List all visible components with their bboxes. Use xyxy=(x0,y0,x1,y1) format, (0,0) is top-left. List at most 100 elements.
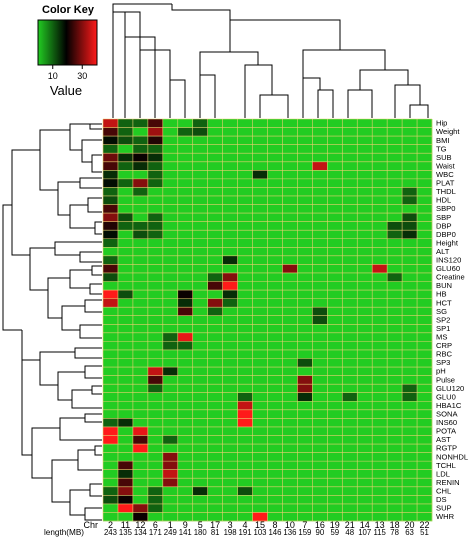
heatmap-cell xyxy=(117,367,134,376)
heatmap-cell xyxy=(132,187,149,197)
heatmap-cells xyxy=(103,119,433,522)
heatmap-cell xyxy=(132,290,149,299)
heatmap-cell xyxy=(387,367,403,376)
heatmap-cell xyxy=(357,307,373,317)
heatmap-cell xyxy=(147,418,164,428)
heatmap-cell xyxy=(147,264,164,274)
heatmap-cell xyxy=(117,221,134,231)
heatmap-cell xyxy=(342,204,358,214)
heatmap-cell xyxy=(132,315,149,325)
heatmap-cell xyxy=(357,495,373,505)
heatmap-cell xyxy=(222,512,238,522)
heatmap-cell xyxy=(252,495,268,505)
heatmap-cell xyxy=(162,307,179,317)
heatmap-cell xyxy=(372,495,388,505)
heatmap-cell xyxy=(103,392,119,402)
heatmap-cell xyxy=(387,307,403,317)
heatmap-cell xyxy=(207,392,223,402)
heatmap-cell xyxy=(417,324,433,334)
heatmap-cell xyxy=(297,187,313,197)
heatmap-cell xyxy=(267,247,283,257)
heatmap-cell xyxy=(402,512,418,522)
heatmap-cell xyxy=(222,367,238,376)
heatmap-cell xyxy=(327,418,343,428)
heatmap-cell xyxy=(417,272,433,282)
heatmap-cell xyxy=(237,238,253,248)
heatmap-cell xyxy=(267,230,283,240)
heatmap-cell xyxy=(117,469,134,479)
heatmap-cell xyxy=(267,213,283,222)
heatmap-cell xyxy=(372,298,388,308)
heatmap-cell xyxy=(387,298,403,308)
heatmap-cell xyxy=(207,341,223,351)
heatmap-cell xyxy=(252,315,268,325)
heatmap-cell xyxy=(103,195,119,205)
column-label: 16 xyxy=(315,520,325,530)
heatmap-cell xyxy=(103,384,119,393)
heatmap-cell xyxy=(282,367,298,376)
heatmap-cell xyxy=(132,298,149,308)
heatmap-cell xyxy=(357,127,373,137)
heatmap-cell xyxy=(357,426,373,436)
heatmap-cell xyxy=(162,409,179,419)
heatmap-cell xyxy=(327,426,343,436)
heatmap-cell xyxy=(357,170,373,180)
heatmap-cell xyxy=(372,367,388,376)
heatmap-cell xyxy=(417,315,433,325)
heatmap-cell xyxy=(372,153,388,163)
heatmap-cell xyxy=(417,204,433,214)
color-key: Color Key 10 30 Value xyxy=(37,4,98,98)
heatmap-cell xyxy=(372,461,388,470)
heatmap-cell xyxy=(327,298,343,308)
heatmap-cell xyxy=(207,119,223,128)
heatmap-cell xyxy=(147,469,164,479)
heatmap-cell xyxy=(327,230,343,240)
heatmap-cell xyxy=(192,230,208,240)
heatmap-cell xyxy=(132,375,149,385)
heatmap-cell xyxy=(297,384,313,393)
heatmap-cell xyxy=(342,444,358,453)
heatmap-cell xyxy=(282,230,298,240)
column-label: 3 xyxy=(228,520,233,530)
heatmap-cell xyxy=(162,204,179,214)
heatmap-cell xyxy=(372,247,388,257)
heatmap-cell xyxy=(237,272,253,282)
heatmap-cell xyxy=(162,358,179,368)
heatmap-cell xyxy=(177,375,194,385)
heatmap-cell xyxy=(147,187,164,197)
heatmap-cell xyxy=(387,195,403,205)
row-label: DS xyxy=(436,495,447,504)
heatmap-cell xyxy=(417,435,433,445)
heatmap-cell xyxy=(222,247,238,257)
heatmap-cell xyxy=(252,213,268,222)
heatmap-cell xyxy=(327,161,343,171)
heatmap-cell xyxy=(357,384,373,393)
heatmap-cell xyxy=(327,392,343,402)
heatmap-cell xyxy=(147,384,164,393)
heatmap-cell xyxy=(192,127,208,137)
heatmap-cell xyxy=(267,238,283,248)
heatmap-cell xyxy=(207,358,223,368)
heatmap-cell xyxy=(162,298,179,308)
heatmap-cell xyxy=(162,187,179,197)
heatmap-cell xyxy=(267,341,283,351)
heatmap-cell xyxy=(237,444,253,453)
heatmap-cell xyxy=(297,426,313,436)
heatmap-cell xyxy=(387,332,403,342)
heatmap-cell xyxy=(192,384,208,393)
heatmap-cell xyxy=(327,469,343,479)
heatmap-cell xyxy=(177,195,194,205)
heatmap-cell xyxy=(312,204,328,214)
heatmap-cell xyxy=(252,307,268,317)
row-label: HB xyxy=(436,290,447,299)
heatmap-cell xyxy=(117,324,134,334)
heatmap-cell xyxy=(342,503,358,513)
heatmap-cell xyxy=(192,478,208,488)
heatmap-cell xyxy=(282,315,298,325)
heatmap-cell xyxy=(267,461,283,470)
heatmap-cell xyxy=(132,341,149,351)
heatmap-cell xyxy=(357,367,373,376)
heatmap-cell xyxy=(177,255,194,265)
heatmap-cell xyxy=(162,136,179,145)
heatmap-cell xyxy=(177,452,194,462)
